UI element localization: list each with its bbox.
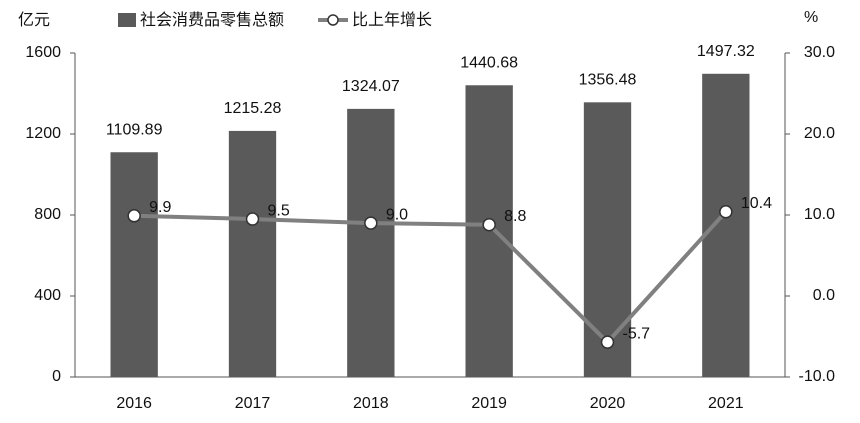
line-marker: [364, 216, 378, 230]
y-tick-label: 1200: [25, 125, 61, 142]
x-tick-label: 2020: [590, 395, 626, 412]
bar-value-label: 1356.48: [579, 72, 637, 89]
bar-value-label: 1324.07: [342, 78, 400, 95]
line-marker: [482, 217, 496, 232]
bar-value-label: 1109.89: [106, 121, 163, 138]
legend-label: 社会消费品零售总额: [140, 11, 284, 29]
x-tick-label: 2019: [471, 395, 507, 412]
bar: [347, 108, 395, 377]
line-value-label: 9.5: [268, 202, 290, 219]
legend-swatch: [118, 13, 136, 27]
y-tick-label: 0: [52, 368, 61, 385]
y2-axis-label: %: [804, 9, 818, 26]
y-axis-label: 亿元: [18, 11, 50, 29]
line: [134, 210, 728, 346]
y2-tick-label: 0.0: [813, 287, 835, 304]
line-marker: [245, 212, 260, 226]
x-tick-label: 2018: [353, 395, 389, 412]
legend-label: 比上年增长: [352, 11, 432, 29]
y-tick-label: 400: [34, 287, 61, 304]
x-tick-label: 2021: [708, 395, 744, 412]
bar: [110, 152, 158, 377]
line-value-label: 8.8: [504, 208, 526, 225]
bar-value-label: 1215.28: [224, 100, 282, 117]
y-tick-label: 800: [34, 206, 61, 223]
y2-tick-label: 10.0: [804, 206, 835, 223]
x-tick-label: 2016: [116, 395, 152, 412]
legend-swatch: [327, 14, 339, 26]
y2-tick-label: -10.0: [799, 368, 836, 385]
y2-tick-label: 30.0: [804, 44, 835, 61]
y2-tick-label: 20.0: [804, 125, 835, 142]
line-value-label: -5.7: [623, 325, 651, 342]
y-tick-label: 1600: [25, 44, 61, 61]
line-value-label: 9.9: [149, 199, 171, 216]
bar: [228, 130, 277, 377]
line-marker: [127, 209, 141, 223]
bar: [583, 102, 632, 377]
x-tick-label: 2017: [235, 395, 271, 412]
line-marker: [719, 205, 733, 219]
line-value-label: 10.4: [741, 195, 772, 212]
line-marker: [600, 335, 615, 349]
bar-value-label: 1440.68: [460, 54, 518, 71]
bar-value-label: 1497.32: [697, 43, 755, 60]
bar: [702, 73, 750, 378]
line-value-label: 9.0: [386, 206, 408, 223]
